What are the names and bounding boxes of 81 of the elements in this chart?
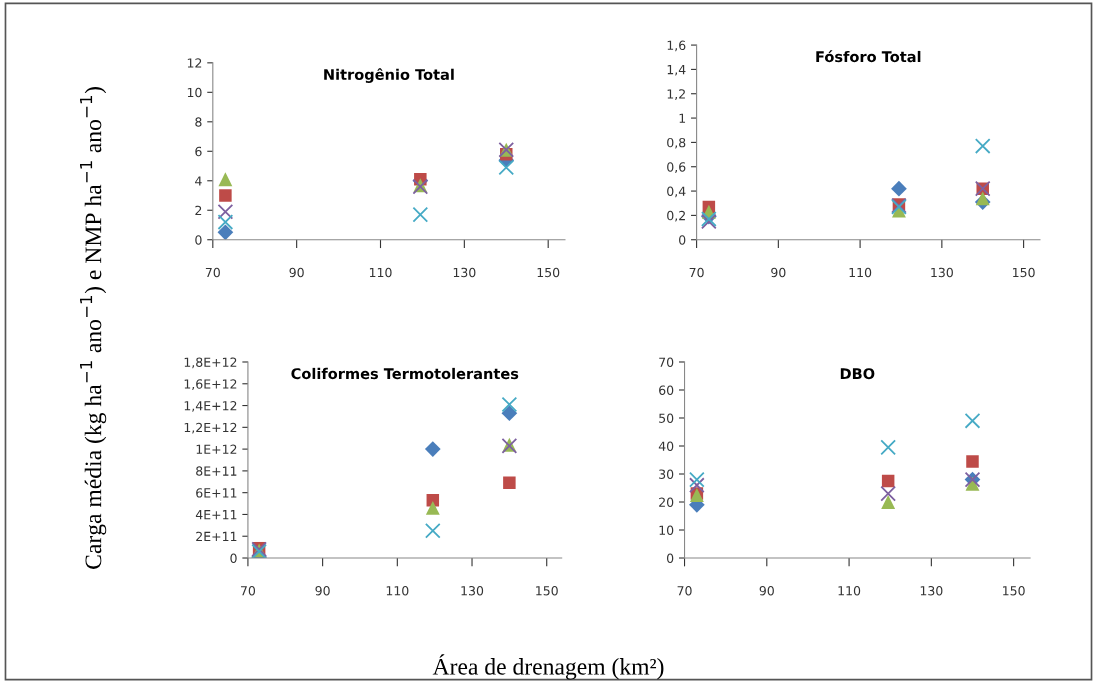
chart-title: DBO: [840, 368, 875, 380]
x-tick-label: 150: [1013, 267, 1035, 278]
point: [425, 500, 440, 515]
x-tick-label: 90: [771, 267, 786, 278]
y-tick-label: 1,8E+12: [184, 357, 237, 369]
y-tick-label: 0: [679, 235, 686, 245]
text: Carga média (kg ha$^{−1}$ ano$^{−1}$) e NMP ha$^{−1}$ ano$^{−1}$): [80, 87, 107, 569]
x-axis-title: Área de drenagem (km²): [432, 654, 664, 680]
y-tick-label: 0,4: [667, 186, 686, 198]
y-tick-label: 20: [659, 497, 674, 507]
point: [217, 224, 234, 240]
point: [891, 180, 907, 197]
x-tick-label: 130: [461, 586, 484, 596]
x-tick-label: 110: [369, 267, 392, 278]
y-tick-label: 10: [659, 525, 674, 535]
x-tick-label: 130: [931, 267, 953, 278]
y-tick-label: 2E+11: [196, 531, 237, 541]
y-tick-label: 1,2E+12: [184, 422, 237, 434]
y-tick-label: 0: [195, 235, 202, 245]
y-tick-label: 1,2: [667, 89, 685, 100]
point: [880, 439, 897, 456]
chart-title: Nitrogênio Total: [324, 68, 454, 83]
y-tick-label: 2: [195, 205, 202, 215]
x-tick-label: 130: [453, 267, 476, 278]
y-tick-label: 8: [195, 117, 202, 127]
y-tick-label: 70: [659, 357, 674, 367]
point: [689, 471, 705, 488]
x-tick-label: 90: [759, 586, 774, 596]
point: [975, 191, 990, 206]
x-tick-label: 110: [849, 267, 872, 278]
x-tick-label: 110: [838, 586, 861, 596]
y-tick-label: 0,6: [667, 162, 686, 173]
point: [689, 477, 705, 494]
y-tick-label: 1,4: [667, 65, 686, 76]
y-tick-label: 0,8: [667, 137, 686, 149]
point: [412, 206, 429, 223]
point: [424, 441, 441, 457]
y-tick-label: 60: [659, 385, 674, 395]
point: [880, 485, 897, 502]
point: [501, 396, 518, 413]
point: [498, 159, 515, 176]
x-tick-label: 70: [689, 267, 704, 278]
y-tick-label: 1,6E+12: [184, 379, 237, 390]
y-tick-label: 1,4E+12: [184, 401, 237, 412]
x-tick-label: 150: [537, 267, 560, 278]
x-tick-label: 90: [315, 586, 330, 596]
point: [217, 214, 234, 230]
point: [218, 172, 233, 187]
y-tick-label: 50: [659, 413, 674, 423]
point: [966, 455, 979, 468]
y-tick-label: 0: [666, 553, 674, 563]
x-tick-label: 110: [386, 586, 409, 596]
x-tick-label: 150: [1003, 586, 1025, 596]
chart-title: Fósforo Total: [816, 50, 921, 63]
y-tick-label: 12: [187, 58, 202, 68]
point: [424, 522, 441, 539]
y-tick-label: 40: [658, 441, 674, 451]
x-tick-label: 70: [240, 586, 256, 596]
y-tick-label: 4E+11: [195, 510, 237, 520]
y-tick-label: 0: [230, 553, 237, 563]
point: [219, 189, 232, 202]
y-tick-label: 1: [679, 113, 686, 123]
point: [503, 476, 516, 490]
y-tick-label: 6E+11: [196, 488, 237, 498]
point: [974, 138, 991, 154]
y-tick-label: 1,6: [667, 40, 686, 52]
point: [881, 495, 896, 509]
y-tick-label: 6: [195, 146, 202, 157]
chart-title: Coliformes Termotolerantes: [291, 367, 519, 380]
point: [881, 474, 895, 488]
y-tick-label: 10: [187, 87, 202, 98]
x-tick-label: 90: [289, 267, 304, 278]
x-tick-label: 150: [536, 586, 558, 596]
point: [964, 412, 981, 429]
y-tick-label: 1E+12: [196, 444, 237, 454]
y-tick-label: 8E+11: [196, 466, 237, 476]
x-tick-label: 130: [920, 586, 943, 596]
y-tick-label: 30: [659, 469, 674, 479]
point: [217, 203, 234, 220]
y-tick-label: 4: [195, 176, 202, 186]
y-tick-label: 0,2: [667, 210, 685, 222]
